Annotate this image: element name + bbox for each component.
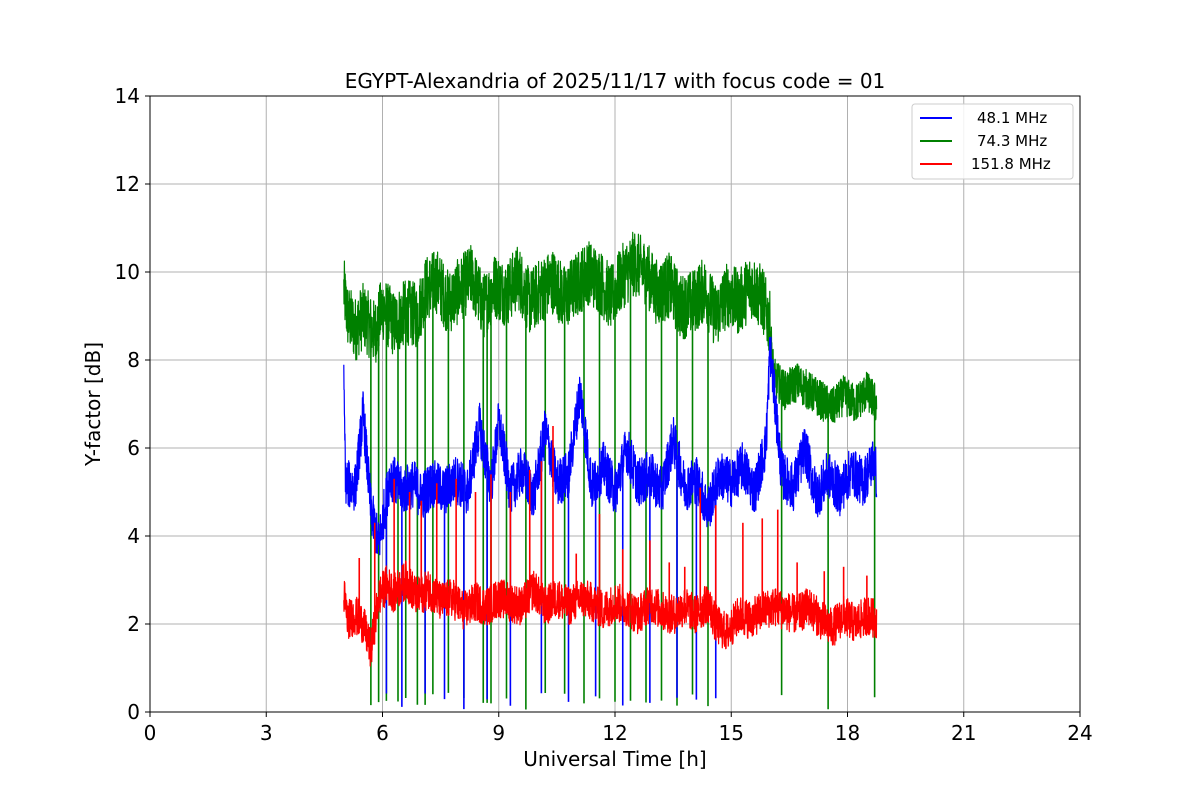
legend: 48.1 MHz 74.3 MHz 151.8 MHz [911,103,1074,180]
x-tick-label: 21 [951,721,976,745]
x-tick-label: 15 [719,721,744,745]
x-tick-label: 0 [144,721,157,745]
legend-label-48-1: 48.1 MHz [977,109,1047,127]
y-tick-label: 10 [115,260,140,284]
series-layer [343,231,878,710]
series-line-151-8 [343,560,878,667]
legend-box [911,103,1074,180]
y-tick-label: 12 [115,172,140,196]
series-line-48-1 [343,336,878,556]
legend-label-151-8: 151.8 MHz [971,155,1051,173]
y-tick-label: 4 [127,524,140,548]
y-tick-label: 14 [115,84,140,108]
y-tick-label: 2 [127,612,140,636]
y-tick-label: 0 [127,700,140,724]
x-axis-label: Universal Time [h] [523,747,706,771]
legend-label-74-3: 74.3 MHz [977,132,1047,150]
x-tick-label: 9 [492,721,505,745]
y-tick-label: 6 [127,436,140,460]
y-tick-label: 8 [127,348,140,372]
x-tick-label: 18 [835,721,860,745]
x-tick-label: 24 [1067,721,1092,745]
x-tick-label: 3 [260,721,273,745]
chart-title: EGYPT-Alexandria of 2025/11/17 with focu… [345,69,886,93]
x-tick-label: 6 [376,721,389,745]
series-line-74-3 [343,231,878,423]
x-tick-label: 12 [602,721,627,745]
y-axis-label: Y-factor [dB] [81,342,105,467]
